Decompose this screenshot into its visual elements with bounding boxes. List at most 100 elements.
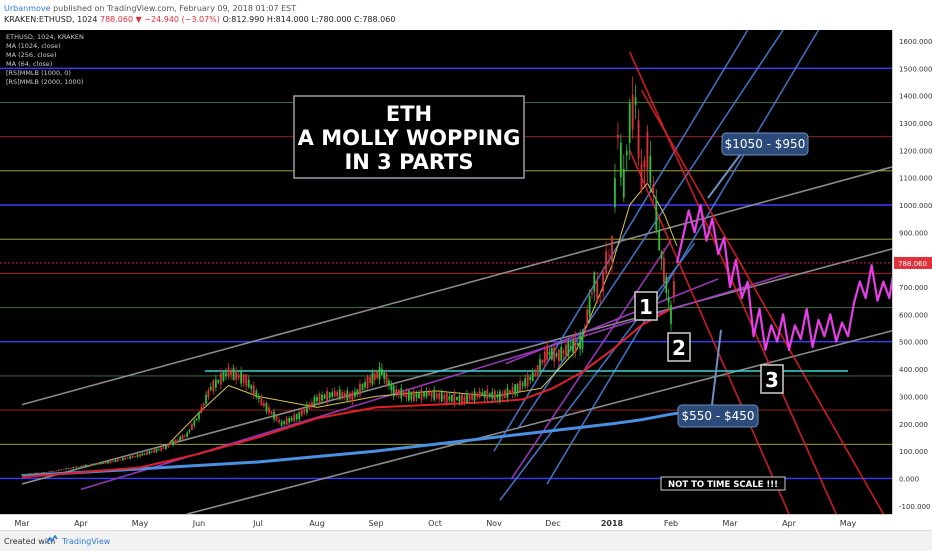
candle-body [388,380,390,386]
x-tick-label: Mar [722,519,738,528]
candle-body [82,465,85,467]
candle-body [250,385,253,389]
candle-body [625,151,628,156]
chart-plot-area[interactable]: ETH A MOLLY WOPPING IN 3 PARTS $1050 - $950… [0,30,892,514]
candle-body [102,463,105,464]
candle-body [395,389,398,394]
y-tick-label: 400.000 [899,366,928,374]
footer-bar: Created with TradingView [0,530,932,551]
candle-body [481,392,484,396]
target-top-pointer [707,154,741,199]
candle-body [622,168,625,198]
candle-body [176,439,179,441]
candle-body [397,389,400,396]
legend-item[interactable]: ETHUSD, 1024, KRAKEN [6,33,84,41]
candle-body [33,472,36,474]
candle-body [493,390,496,401]
candle-body [617,135,619,139]
y-tick-label: 500.000 [899,339,928,347]
indicator-legend: ETHUSD, 1024, KRAKEN MA (1024, close) MA… [6,33,84,87]
publish-info: Urbanmove published on TradingView.com, … [4,4,296,13]
candle-body [28,473,31,475]
tradingview-link[interactable]: TradingView [62,537,111,546]
candle-body [660,251,663,260]
author-link[interactable]: Urbanmove [4,4,51,13]
trend-line [516,30,784,430]
legend-item[interactable]: MA (1024, close) [6,42,61,50]
candle-body [593,271,596,292]
candle-body [23,474,26,475]
trend-line [21,166,892,406]
legend-item[interactable]: MA (64, close) [6,60,53,68]
candle-body [338,389,341,400]
target-bottom-text: $550 - $450 [681,409,754,423]
candle-body [124,457,127,460]
y-tick-label: 1400.000 [899,93,932,101]
projection-line [675,203,892,351]
x-tick-label: Jun [192,519,206,528]
candle-body [92,463,95,466]
target-bottom-pointer [711,329,722,406]
candle-body [155,449,158,452]
candle-body [225,372,227,376]
candle-body [558,349,560,362]
candle-body [631,94,634,130]
candle-body [521,382,524,386]
time-axis-ticks: Mar Apr May Jun Jul Aug Sep Oct Nov Dec 2018 Feb Mar… [14,519,856,528]
candle-body [443,395,446,400]
symbol-info: KRAKEN:ETHUSD, 1024 788.060 ▼ −24.940 (−… [4,15,395,24]
candle-body [468,396,471,400]
candle-body [501,393,504,397]
candle-body [121,458,124,461]
candle-body [109,461,112,463]
candle-body [486,389,489,400]
candle-body [461,394,463,404]
candle-body [576,342,579,345]
candle-body [428,391,430,396]
part-label-text: 2 [672,336,686,360]
candle-body [483,390,486,398]
candle-body [188,430,191,432]
candle-body [222,372,225,381]
legend-item[interactable]: MA (256, close) [6,51,57,59]
candle-body [195,418,198,421]
candle-body [550,348,553,360]
candle-body [153,449,156,453]
candle-body [366,376,369,389]
candle-body [471,393,473,401]
candle-body [359,384,361,395]
candle-body [425,391,428,397]
title-box [293,95,525,179]
candle-body [562,351,565,354]
part-label-box [634,291,658,321]
candle-body [348,393,351,399]
candle-body [541,359,544,363]
time-axis[interactable]: Mar Apr May Jun Jul Aug Sep Oct Nov Dec 2018 Feb Mar… [0,514,892,529]
candle-body [341,392,344,398]
candle-body [70,467,73,469]
candle-body [167,444,170,448]
candle-body [35,472,38,474]
candle-body [255,390,258,398]
candle-body [214,379,217,388]
candle-body [162,448,165,449]
candle-body [141,453,144,456]
candle-body [539,359,541,373]
y-tick-label: 0.000 [899,475,919,483]
candle-body [67,467,70,469]
candle-body [160,447,163,451]
candle-body [466,393,468,404]
candle-body [280,421,283,426]
legend-item[interactable]: [RS]MMLB (1000, 0) [6,69,71,77]
candle-body [643,160,646,168]
candle-body [448,396,451,400]
legend-item[interactable]: [RS]MMLB (2000, 1000) [6,78,84,86]
candle-body [405,392,408,398]
candle-body [548,351,551,355]
candle-body [450,395,453,402]
y-tick-label: 100.000 [899,448,928,456]
x-tick-label: Jul [252,519,263,528]
price-axis[interactable]: -100.000 0.000 100.000 200.000 300.000 400.00… [892,30,932,514]
candle-body [569,346,572,349]
